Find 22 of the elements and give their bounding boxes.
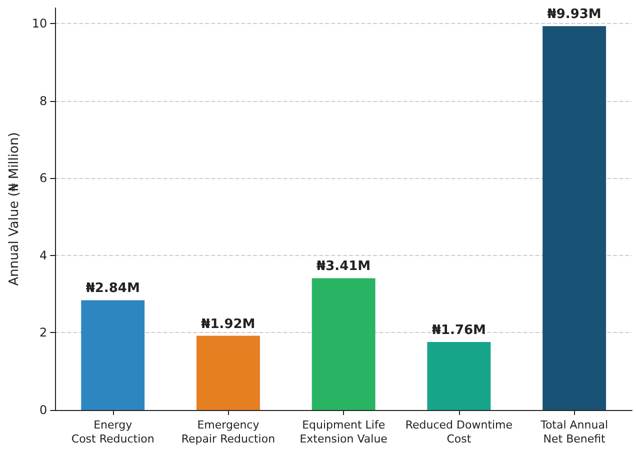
x-tick-label: Reduced Downtime Cost [405,418,513,446]
y-tick-label: 6 [40,171,48,186]
bar [427,342,491,410]
data-label: ₦2.84M [86,281,140,296]
x-tick-label: Emergency Repair Reduction [181,418,276,446]
y-tick-label: 2 [40,326,48,340]
x-tick-label: Total Annual Net Benefit [540,418,608,446]
bar [542,26,606,410]
y-axis-title: Annual Value (₦ Million) [7,132,22,286]
y-tick-label: 10 [32,16,48,30]
bar [81,300,145,410]
data-label: ₦3.41M [316,259,371,274]
x-tick-label: Energy Cost Reduction [71,418,154,446]
x-tick-label: Equipment Life Extension Value [300,418,388,446]
y-tick-label: 8 [40,94,48,108]
data-label: ₦9.93M [547,7,602,22]
y-tick-label: 0 [40,403,48,417]
data-label: ₦1.92M [201,316,256,332]
data-label: ₦1.76M [432,322,486,338]
bar [312,278,376,410]
y-tick-label: 4 [40,248,48,262]
bar [196,336,260,410]
